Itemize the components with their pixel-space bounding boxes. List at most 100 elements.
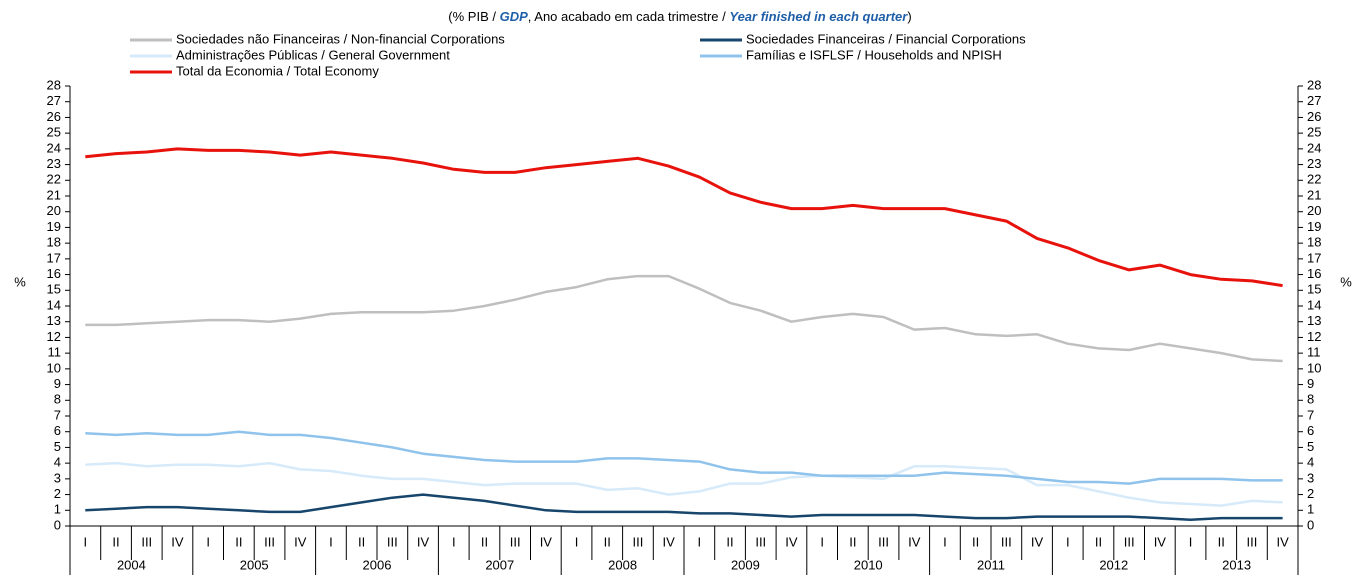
x-tick-label: IV [663,534,676,549]
series-line [85,461,1283,507]
x-tick-label: II [972,534,979,549]
x-tick-label: IV [1031,534,1044,549]
y-tick-label: 4 [54,455,61,470]
x-tick-label: III [264,534,275,549]
x-tick-label: IV [908,534,921,549]
legend-label: Administrações Públicas / General Govern… [176,47,450,62]
year-label: 2013 [1222,557,1251,572]
x-tick-label: I [943,534,947,549]
x-tick-label: II [1218,534,1225,549]
x-tick-label: II [112,534,119,549]
y-tick-label: 5 [54,439,61,454]
x-tick-label: I [698,534,702,549]
series-line [85,147,1283,288]
y-tick-label: 14 [47,297,61,312]
x-tick-label: I [575,534,579,549]
y-tick-label: 9 [54,376,61,391]
y-tick-label: 12 [47,329,61,344]
series-line [85,274,1283,363]
year-label: 2012 [1099,557,1128,572]
year-label: 2010 [854,557,883,572]
subtitle-part: , Ano acabado em cada trimestre / [528,9,730,24]
x-tick-label: III [755,534,766,549]
y2-tick-label: 17 [1307,250,1321,265]
subtitle-part: GDP [500,9,529,24]
y-tick-label: 11 [48,345,62,360]
y2-tick-label: 16 [1307,266,1321,281]
y-tick-label: 1 [54,502,61,517]
x-tick-label: III [141,534,152,549]
x-tick-label: II [1095,534,1102,549]
y2-tick-label: 6 [1307,423,1314,438]
y-tick-label: 6 [54,423,61,438]
y-tick-label: 28 [47,77,61,92]
y-tick-label: 27 [47,93,61,108]
x-tick-label: I [1066,534,1070,549]
x-tick-label: II [849,534,856,549]
series-line [85,493,1283,521]
x-tick-label: IV [294,534,307,549]
y-tick-label: 15 [47,282,61,297]
x-tick-label: III [510,534,521,549]
y-tick-label: 18 [47,235,61,250]
x-tick-label: II [235,534,242,549]
x-tick-label: III [387,534,398,549]
year-label: 2009 [731,557,760,572]
y-tick-label: 0 [54,517,61,532]
y-tick-label: 10 [47,360,61,375]
subtitle-part: Year finished in each quarter [729,9,908,24]
x-tick-label: IV [1277,534,1290,549]
y-axis-label: % [14,274,26,289]
x-tick-label: III [1124,534,1135,549]
y-tick-label: 17 [47,250,61,265]
y-tick-label: 26 [47,109,61,124]
x-tick-label: I [820,534,824,549]
x-tick-label: IV [1154,534,1167,549]
y-tick-label: 25 [47,125,61,140]
y2-tick-label: 23 [1307,156,1321,171]
y2-tick-label: 7 [1307,407,1314,422]
y-tick-label: 16 [47,266,61,281]
y2-tick-label: 9 [1307,376,1314,391]
x-tick-label: III [878,534,889,549]
x-tick-label: IV [171,534,184,549]
y-tick-label: 24 [47,140,61,155]
x-tick-label: IV [417,534,430,549]
y2-tick-label: 27 [1307,93,1321,108]
y-tick-label: 20 [47,203,61,218]
y2-tick-label: 24 [1307,140,1321,155]
x-tick-label: II [726,534,733,549]
y2-tick-label: 28 [1307,77,1321,92]
y-tick-label: 3 [54,470,61,485]
y2-tick-label: 21 [1307,187,1321,202]
x-tick-label: III [1247,534,1258,549]
legend-label: Famílias e ISFLSF / Households and NPISH [746,47,1002,62]
y-tick-label: 23 [47,156,61,171]
x-tick-label: IV [540,534,553,549]
x-tick-label: III [1001,534,1012,549]
y2-tick-label: 15 [1307,282,1321,297]
y-tick-label: 2 [54,486,61,501]
y2-tick-label: 2 [1307,486,1314,501]
y2-axis-label: % [1340,274,1352,289]
y2-tick-label: 22 [1307,172,1321,187]
x-tick-label: I [1189,534,1193,549]
legend-label: Sociedades não Financeiras / Non-financi… [176,31,505,46]
year-label: 2011 [977,557,1005,572]
x-tick-label: II [481,534,488,549]
x-tick-label: I [452,534,456,549]
y2-tick-label: 4 [1307,455,1314,470]
y2-tick-label: 12 [1307,329,1321,344]
y2-tick-label: 19 [1307,219,1321,234]
y2-tick-label: 13 [1307,313,1321,328]
y-tick-label: 7 [54,407,61,422]
x-tick-label: I [206,534,210,549]
subtitle-part: (% PIB / [448,9,499,24]
year-label: 2008 [608,557,637,572]
y2-tick-label: 1 [1307,502,1314,517]
series-line [85,430,1283,485]
y2-tick-label: 18 [1307,235,1321,250]
y2-tick-label: 3 [1307,470,1314,485]
y2-tick-label: 10 [1307,360,1321,375]
